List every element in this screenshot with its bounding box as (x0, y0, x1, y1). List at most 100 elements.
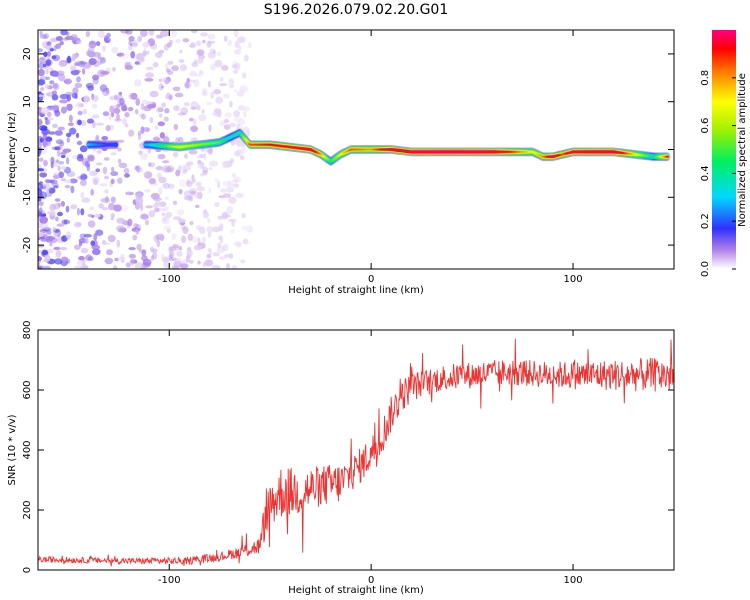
band-cell (246, 141, 250, 144)
noise-blob (197, 260, 201, 265)
noise-blob (239, 154, 245, 160)
noise-blob (119, 98, 125, 105)
noise-blob (231, 64, 238, 69)
noise-blob (103, 37, 111, 43)
noise-blob (75, 222, 82, 227)
noise-blob (148, 162, 152, 167)
noise-blob (197, 58, 204, 64)
noise-blob (49, 242, 53, 247)
noise-blob (148, 178, 157, 185)
noise-blob (39, 31, 43, 36)
noise-blob (46, 248, 55, 254)
noise-blob (95, 122, 105, 126)
noise-blob (135, 98, 140, 106)
noise-blob (53, 45, 57, 52)
noise-blob (162, 216, 168, 223)
noise-blob (169, 30, 178, 37)
noise-blob (215, 96, 224, 104)
noise-blob (128, 35, 135, 42)
noise-blob (38, 197, 42, 202)
spectrogram-x-ticks: -100 0 100 (158, 30, 583, 285)
noise-blob (90, 240, 96, 247)
noise-blob (229, 83, 234, 89)
noise-blob (103, 157, 110, 161)
noise-blob (49, 179, 58, 184)
noise-blob (140, 103, 145, 111)
noise-blob (70, 204, 78, 210)
noise-blob (138, 113, 144, 118)
noise-blob (136, 243, 142, 251)
noise-blob (92, 74, 100, 81)
noise-blob (83, 95, 91, 103)
noise-blob (128, 40, 132, 46)
noise-blob (55, 216, 59, 222)
noise-blob (179, 64, 188, 71)
noise-blob (160, 85, 164, 89)
noise-blob (241, 225, 247, 231)
noise-blob (43, 183, 52, 192)
noise-blob (140, 152, 149, 160)
noise-blob (66, 57, 72, 64)
noise-blob (57, 165, 61, 172)
noise-blob (223, 35, 228, 42)
noise-blob (38, 68, 45, 77)
noise-blob (39, 92, 46, 99)
noise-blob (78, 256, 85, 261)
y-tick-label: 800 (22, 320, 33, 339)
noise-blob (247, 41, 252, 49)
noise-blob (173, 151, 179, 158)
noise-blob (68, 122, 74, 126)
noise-blob (182, 38, 190, 43)
noise-blob (102, 111, 110, 117)
noise-blob (53, 246, 61, 250)
noise-blob (135, 196, 144, 205)
noise-blob (109, 96, 114, 101)
band-cell (239, 133, 243, 136)
noise-blob (213, 88, 221, 95)
noise-blob (171, 65, 180, 72)
noise-blob (231, 179, 239, 184)
noise-blob (117, 147, 122, 152)
noise-blob (125, 30, 133, 35)
noise-blob (221, 160, 228, 169)
noise-blob (106, 249, 113, 256)
snr-panel: -100 0 100 0 200 400 600 800 Height of straigh… (7, 320, 675, 596)
noise-blob (82, 68, 86, 75)
noise-blob (223, 118, 230, 124)
y-tick-label: -20 (22, 237, 33, 253)
noise-blob (158, 176, 167, 184)
noise-blob (191, 61, 199, 68)
noise-blob (178, 189, 183, 195)
noise-blob (112, 265, 118, 269)
band-cell (243, 137, 247, 140)
noise-blob (124, 65, 134, 70)
noise-blob (102, 166, 108, 175)
noise-blob (161, 102, 166, 108)
noise-blob (239, 85, 248, 93)
noise-blob (104, 189, 109, 194)
noise-blob (76, 140, 83, 146)
noise-blob (202, 166, 209, 174)
noise-blob (190, 42, 196, 47)
noise-blob (103, 242, 111, 246)
noise-blob (226, 205, 234, 214)
noise-blob (136, 167, 144, 173)
noise-blob (55, 36, 63, 41)
noise-blob (157, 121, 165, 127)
noise-blob (152, 252, 158, 260)
noise-blob (189, 117, 194, 122)
noise-blob (110, 178, 115, 184)
noise-blob (243, 110, 247, 118)
noise-blob (167, 70, 174, 75)
noise-blob (142, 171, 147, 176)
noise-blob (40, 87, 45, 91)
noise-blob (184, 81, 192, 89)
noise-blob (117, 256, 126, 262)
noise-blob (141, 113, 146, 120)
noise-blob (173, 105, 180, 112)
noise-blob (216, 51, 222, 57)
band-cell (665, 155, 670, 158)
noise-blob (74, 82, 83, 89)
noise-blob (140, 203, 144, 211)
